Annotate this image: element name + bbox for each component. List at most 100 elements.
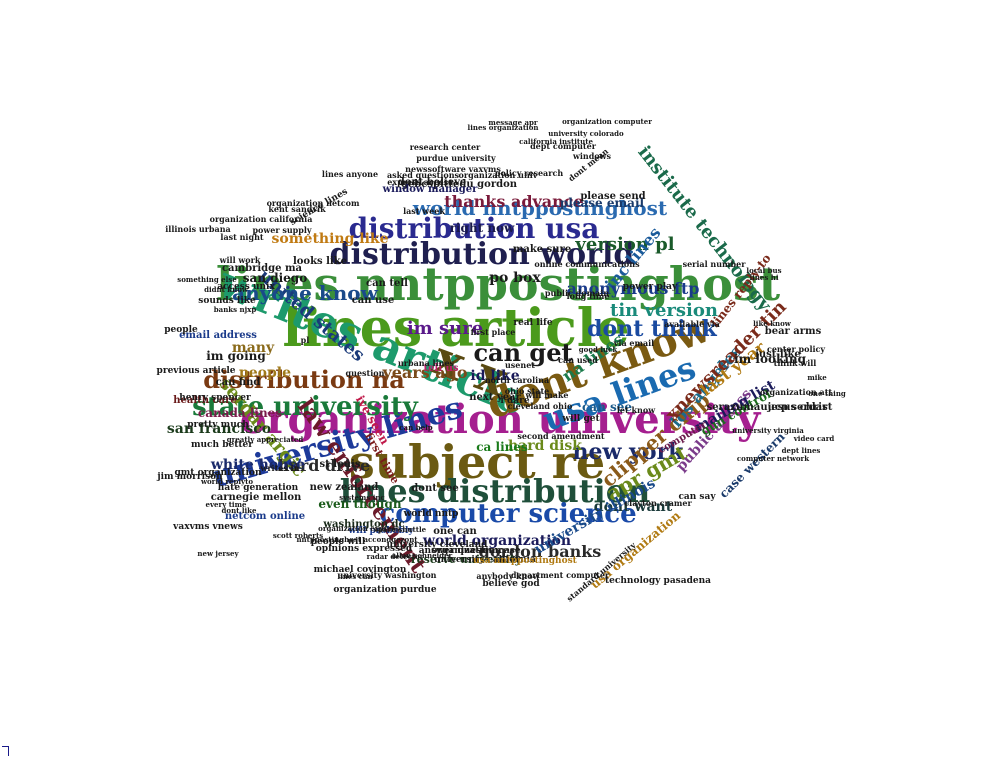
cloud-word: via email	[613, 338, 654, 348]
cloud-word: radar detector	[367, 552, 424, 561]
cloud-word: will probably	[347, 526, 414, 536]
cloud-word: usa nntppostinghost	[473, 556, 578, 566]
cloud-word: organization purdue	[333, 585, 436, 595]
cloud-word: message apr	[488, 118, 537, 127]
cloud-word: policy research	[495, 168, 563, 178]
cloud-word: lines distribution	[340, 472, 651, 510]
cloud-word: dept computer	[530, 141, 597, 151]
cloud-word: first place	[471, 327, 516, 337]
cloud-word: computer science	[379, 499, 636, 529]
cloud-word: writes in	[259, 463, 299, 473]
cloud-word: many	[232, 340, 275, 356]
cloud-word: lines nntppostinghost	[216, 257, 781, 311]
cloud-word: tin version	[610, 300, 718, 321]
cloud-word: organization case	[431, 546, 520, 556]
cloud-word: can used	[558, 355, 598, 365]
cloud-word: dont think	[587, 316, 717, 342]
cloud-word: will make	[524, 390, 568, 400]
cloud-word: answer question	[419, 546, 502, 556]
cloud-word: second amendment	[517, 431, 605, 441]
cloud-word: dont want	[594, 499, 673, 515]
cloud-word: world organization	[422, 533, 571, 549]
cloud-word: can find	[216, 377, 261, 388]
cloud-word: every time	[206, 500, 247, 509]
cloud-word: make sure	[513, 244, 571, 255]
cloud-word: can get	[473, 338, 572, 367]
cloud-word: po box	[489, 270, 541, 286]
cloud-word: access unix	[217, 282, 275, 292]
cloud-word: nntppostinghost accondgezont	[296, 535, 418, 544]
cloud-word: lines article	[282, 298, 629, 359]
cloud-word: pretty much	[187, 420, 249, 430]
cloud-word: people will	[311, 537, 366, 547]
cloud-word: people	[164, 325, 198, 335]
cloud-word: ohio state	[505, 386, 549, 396]
cloud-word: health care	[173, 395, 236, 406]
cloud-word: university california	[434, 555, 536, 565]
cloud-word: long time	[567, 291, 610, 301]
cloud-word: allan schneider	[392, 551, 453, 560]
cloud-word: university virginia	[732, 426, 804, 435]
cloud-word: lines can	[337, 572, 372, 581]
cloud-word: email address	[179, 330, 257, 341]
cloud-word: lines organization	[468, 123, 539, 132]
cloud-word: computer network	[737, 454, 809, 463]
cloud-word: technology pasadena	[605, 576, 711, 586]
cloud-word: can say	[678, 492, 716, 502]
cloud-word: kent sandvik	[268, 204, 326, 214]
cloud-word: organization netcom	[267, 198, 360, 208]
cloud-word: michael covington	[314, 565, 407, 575]
cloud-word: new jersey	[197, 549, 239, 558]
cloud-word: san francisco	[167, 421, 271, 437]
cloud-word: question	[346, 368, 385, 378]
cloud-word: gmt organization	[174, 468, 261, 478]
corner-mark	[2, 746, 9, 756]
cloud-word: world nntppostinghost	[412, 196, 668, 220]
cloud-word: usenet	[505, 360, 535, 370]
cloud-word: im going	[206, 349, 266, 363]
cloud-word: please email	[560, 196, 645, 210]
cloud-word: serial number	[683, 259, 747, 269]
cloud-word: department computer	[511, 570, 610, 580]
cloud-word: power play	[623, 282, 678, 292]
cloud-word: world nntp	[403, 509, 459, 519]
cloud-word: lines hi	[750, 273, 779, 282]
cloud-word: asked questions	[387, 170, 460, 180]
cloud-word: pl	[301, 335, 310, 345]
cloud-word: organization att	[760, 387, 832, 397]
cloud-word: one thing	[808, 389, 846, 398]
cloud-word: can use	[352, 295, 395, 306]
cloud-word: university washington	[338, 570, 437, 580]
cloud-word: right now	[450, 221, 515, 235]
cloud-word: jim morrison	[156, 472, 223, 482]
cloud-word: one can	[433, 526, 477, 537]
cloud-word: banks njxp	[214, 305, 257, 314]
cloud-word: canada lines	[198, 406, 282, 420]
cloud-word: distribution na	[203, 365, 405, 394]
cloud-word: please send	[580, 191, 645, 202]
cloud-word: looks like	[293, 256, 347, 267]
cloud-word: sounds like	[198, 296, 256, 306]
cloud-word: people	[239, 365, 291, 381]
cloud-word: can tell	[366, 278, 408, 289]
cloud-word: like know	[753, 319, 792, 328]
cloud-word: research center	[410, 142, 481, 152]
cloud-word: even though	[318, 497, 402, 511]
cloud-word: im looking	[734, 352, 807, 366]
cloud-word: next year	[469, 392, 521, 403]
cloud-word: north carolina	[485, 375, 549, 385]
cloud-word: online communications	[534, 259, 640, 269]
cloud-word: video card	[793, 434, 835, 443]
cloud-word: subject re	[349, 435, 605, 489]
cloud-word: last night	[220, 232, 263, 242]
cloud-word: dont like	[222, 506, 257, 515]
cloud-word: california institute	[519, 137, 593, 146]
cloud-word: center policy	[767, 344, 825, 354]
cloud-word: i dare	[500, 396, 529, 406]
cloud-word: university cleveland	[387, 540, 489, 550]
cloud-word: urbana lines	[398, 358, 455, 368]
cloud-word: gordon banks	[479, 542, 602, 561]
cloud-word: organization university	[240, 396, 762, 443]
cloud-word: greatly appreciated	[227, 435, 304, 444]
cloud-word: illinois urbana	[165, 224, 230, 234]
